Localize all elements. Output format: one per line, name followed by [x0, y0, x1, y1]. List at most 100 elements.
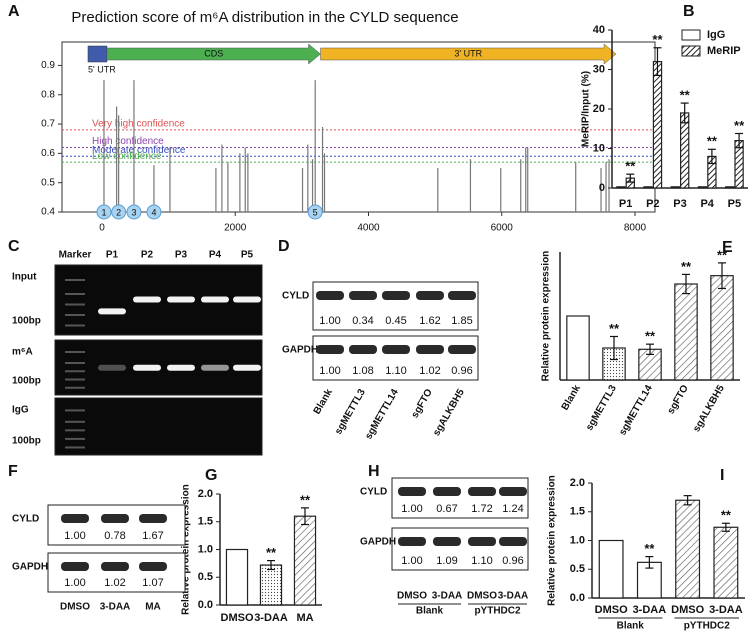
bar	[225, 548, 249, 606]
row-label: IgG	[12, 405, 29, 416]
bar	[652, 60, 663, 189]
blot-box	[47, 552, 186, 593]
lane-label: P5	[241, 250, 254, 261]
band-value: 1.02	[419, 365, 440, 377]
bar	[697, 186, 708, 189]
ladder-band	[65, 351, 85, 353]
significance: **	[645, 329, 656, 344]
row-label: CYLD	[12, 514, 39, 525]
panel-label: B	[683, 3, 695, 20]
blot-band	[61, 514, 89, 523]
lane-label: sgFTO	[410, 387, 435, 420]
x-tick-label: 6000	[491, 223, 514, 234]
band-value: 1.00	[64, 530, 85, 542]
panel-label: D	[278, 238, 290, 255]
significance: **	[680, 88, 691, 103]
band-value: 1.24	[502, 503, 523, 515]
ladder-band	[65, 279, 85, 281]
lane-label: MA	[145, 602, 161, 613]
bar	[675, 499, 701, 599]
significance: **	[609, 321, 620, 336]
site-marker	[111, 204, 127, 220]
x-tick-label: Blank	[560, 383, 583, 412]
band-value: 1.02	[104, 577, 125, 589]
significance: **	[266, 545, 277, 560]
bar	[725, 186, 735, 189]
y-tick-label: 40	[593, 24, 605, 36]
band-value: 1.07	[142, 577, 163, 589]
y-tick-label: 2.0	[198, 488, 213, 500]
blot-band	[433, 487, 461, 496]
legend-label: MeRIP	[707, 45, 741, 57]
blot-band	[416, 345, 444, 354]
significance: **	[652, 32, 663, 47]
ladder-band	[65, 362, 85, 364]
y-tick-label: 0.5	[198, 571, 213, 583]
gel-strip	[54, 397, 263, 456]
site-label: 4	[151, 207, 156, 217]
gel-band	[233, 364, 261, 371]
gel-band	[201, 364, 229, 371]
row-label: CYLD	[360, 487, 387, 498]
x-tick-label: DMSO	[671, 604, 704, 616]
lane-label: P4	[209, 250, 222, 261]
lane-label: P1	[106, 250, 119, 261]
x-tick-label: 3-DAA	[254, 612, 288, 624]
y-tick-label: 0.8	[41, 89, 55, 100]
gel-band	[201, 296, 229, 303]
row-label: Input	[12, 272, 37, 283]
bar	[643, 186, 653, 189]
bar	[713, 526, 739, 599]
blot-band	[316, 291, 344, 300]
band-value: 1.09	[436, 555, 457, 567]
x-tick-label: 3-DAA	[709, 604, 743, 616]
lane-label: sgMETTL3	[333, 387, 368, 437]
x-tick-label: sgMETTL14	[617, 383, 655, 437]
x-tick-label: sgFTO	[666, 383, 691, 416]
threshold-label: High confidence	[92, 136, 164, 147]
bar	[710, 275, 734, 381]
band-value: 1.10	[471, 555, 492, 567]
panel-label: A	[8, 3, 20, 20]
blot-band	[382, 291, 410, 300]
region-label: 3' UTR	[454, 48, 482, 58]
y-tick-label: 1.0	[570, 534, 585, 546]
lane-label: 3-DAA	[432, 591, 463, 602]
row-label: m⁶A	[12, 347, 33, 358]
significance: **	[734, 118, 745, 133]
lane-label: P2	[141, 250, 154, 261]
band-value: 0.45	[385, 315, 406, 327]
band-value: 1.62	[419, 315, 440, 327]
group-label: pYTHDC2	[684, 621, 731, 632]
blot-box	[391, 527, 529, 571]
row-label: GAPDH	[12, 562, 48, 573]
blot-band	[499, 487, 527, 496]
gel-strip	[54, 264, 263, 336]
significance: **	[625, 159, 636, 174]
y-tick-label: 2.0	[570, 477, 585, 489]
ladder-band	[65, 437, 85, 440]
ladder-band	[65, 429, 85, 432]
site-marker	[96, 204, 112, 220]
blot-band	[398, 537, 426, 546]
blot-band	[349, 345, 377, 354]
band-value: 1.72	[471, 503, 492, 515]
region-bar	[87, 45, 108, 63]
legend-swatch	[681, 29, 701, 41]
blot-band	[101, 514, 129, 523]
x-tick-label: DMSO	[595, 604, 628, 616]
region-label: 5' UTR	[88, 64, 116, 74]
ladder-band	[65, 303, 85, 306]
site-label: 2	[116, 207, 121, 217]
row-size: 100bp	[12, 436, 41, 447]
gel-band	[167, 296, 195, 303]
band-value: 0.96	[502, 555, 523, 567]
significance: **	[300, 492, 311, 507]
blot-band	[316, 345, 344, 354]
lane-label: Marker	[59, 250, 92, 261]
blot-box	[47, 504, 186, 546]
band-value: 1.00	[401, 503, 422, 515]
y-tick-label: 1.0	[198, 543, 213, 555]
row-size: 100bp	[12, 376, 41, 387]
